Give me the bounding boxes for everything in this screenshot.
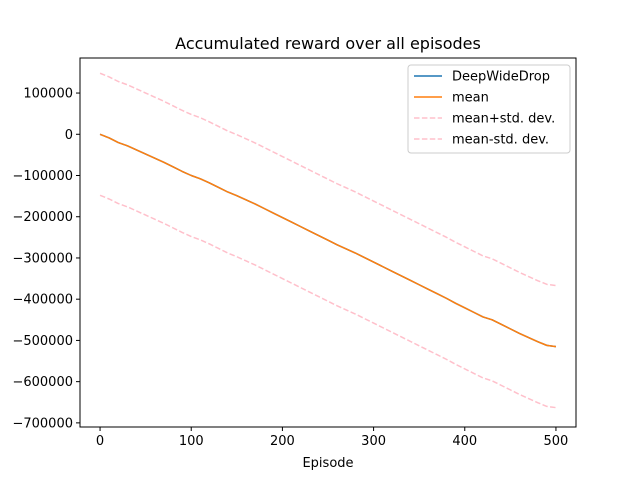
plot-frame [79,57,577,428]
legend-label-2: mean [452,91,489,106]
y-tick-label: −700000 [12,416,73,431]
legend-label-4: mean-std. dev. [452,133,549,148]
series-line-4 [99,194,557,409]
plot-lines [99,72,557,409]
series-line-3 [99,72,557,287]
series-line-2 [99,133,557,348]
y-tick-label: 0 [65,128,73,143]
x-tick-label: 500 [544,434,569,449]
x-tick-label: 300 [361,434,386,449]
x-tick-label: 0 [96,434,104,449]
legend-label-3: mean+std. dev. [452,112,555,127]
x-tick-label: 100 [179,434,204,449]
chart-title: Accumulated reward over all episodes [175,34,481,53]
legend-box [407,64,571,154]
y-axis: 100000 0 −100000 −200000 −300000 −400000 −5000… [12,87,80,431]
x-axis: 0 100 200 300 400 500 [96,427,568,449]
y-tick-label: −400000 [12,293,73,308]
x-tick-label: 200 [270,434,295,449]
legend-label-1: DeepWideDrop [452,70,550,85]
x-axis-label: Episode [302,456,353,471]
y-tick-label: −500000 [12,334,73,349]
y-tick-label: −200000 [12,210,73,225]
y-tick-label: −300000 [12,251,73,266]
y-tick-label: 100000 [23,87,73,102]
x-tick-label: 400 [452,434,477,449]
y-tick-label: −600000 [12,375,73,390]
legend: DeepWideDrop mean mean+std. dev. mean-std. … [407,64,571,154]
y-tick-label: −100000 [12,169,73,184]
